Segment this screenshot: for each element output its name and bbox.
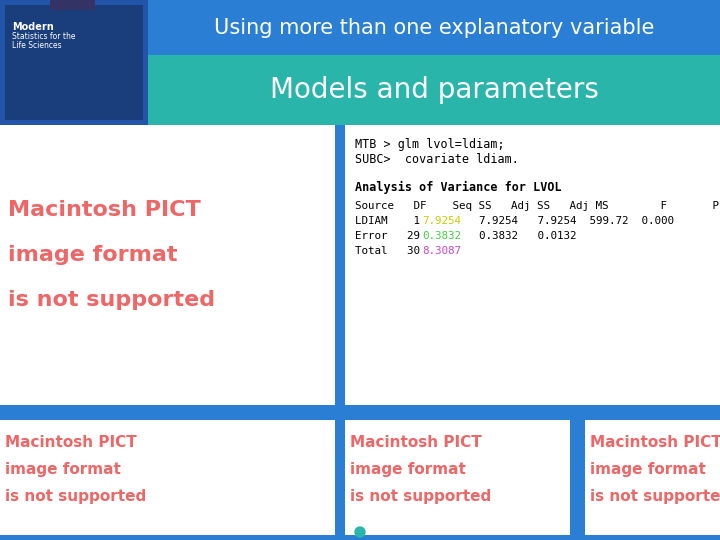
Text: Error   29: Error 29	[355, 231, 439, 241]
FancyBboxPatch shape	[585, 420, 720, 535]
Text: Macintosh PICT: Macintosh PICT	[350, 435, 482, 450]
Text: Macintosh PICT: Macintosh PICT	[590, 435, 720, 450]
Text: is not supported: is not supported	[350, 489, 491, 504]
Text: Statistics for the: Statistics for the	[12, 32, 76, 41]
FancyBboxPatch shape	[0, 420, 335, 535]
Text: Macintosh PICT: Macintosh PICT	[5, 435, 137, 450]
Text: Total   30: Total 30	[355, 246, 439, 256]
Text: is not supported: is not supported	[590, 489, 720, 504]
FancyBboxPatch shape	[50, 0, 95, 10]
FancyBboxPatch shape	[345, 420, 570, 535]
Text: SUBC>  covariate ldiam.: SUBC> covariate ldiam.	[355, 153, 519, 166]
Text: 8.3087: 8.3087	[422, 246, 461, 256]
Text: is not supported: is not supported	[8, 290, 215, 310]
Text: 0.3832   0.0132: 0.3832 0.0132	[466, 231, 577, 241]
Text: Source   DF    Seq SS   Adj SS   Adj MS        F       P: Source DF Seq SS Adj SS Adj MS F P	[355, 201, 719, 211]
Text: 7.9254: 7.9254	[422, 216, 461, 226]
Text: LDIAM    1: LDIAM 1	[355, 216, 439, 226]
Text: Using more than one explanatory variable: Using more than one explanatory variable	[214, 18, 654, 38]
Text: Modern: Modern	[12, 22, 54, 32]
FancyBboxPatch shape	[0, 0, 148, 125]
Text: 7.9254   7.9254  599.72  0.000: 7.9254 7.9254 599.72 0.000	[466, 216, 674, 226]
Text: Analysis of Variance for LVOL: Analysis of Variance for LVOL	[355, 181, 562, 194]
Text: MTB > glm lvol=ldiam;: MTB > glm lvol=ldiam;	[355, 138, 505, 151]
FancyBboxPatch shape	[345, 125, 720, 410]
Text: is not supported: is not supported	[5, 489, 146, 504]
FancyBboxPatch shape	[0, 405, 720, 425]
Text: 0.3832: 0.3832	[422, 231, 461, 241]
Circle shape	[355, 527, 365, 537]
Text: image format: image format	[8, 245, 178, 265]
FancyBboxPatch shape	[148, 55, 720, 125]
Text: Life Sciences: Life Sciences	[12, 41, 62, 50]
Text: Models and parameters: Models and parameters	[269, 76, 598, 104]
Text: image format: image format	[350, 462, 466, 477]
Text: image format: image format	[5, 462, 121, 477]
FancyBboxPatch shape	[0, 125, 335, 410]
Text: image format: image format	[590, 462, 706, 477]
Text: Macintosh PICT: Macintosh PICT	[8, 200, 201, 220]
FancyBboxPatch shape	[5, 5, 143, 120]
FancyBboxPatch shape	[0, 0, 720, 55]
